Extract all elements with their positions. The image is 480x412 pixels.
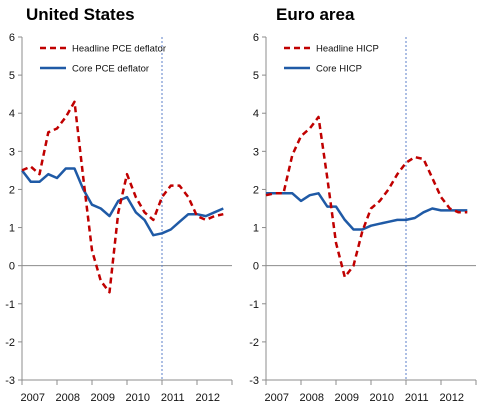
x-tick-label: 2012	[196, 392, 220, 404]
y-tick-label: -1	[5, 299, 15, 311]
x-tick-label: 2010	[126, 392, 150, 404]
chart-title: Euro area	[276, 5, 355, 24]
legend-label: Core PCE deflator	[72, 64, 149, 75]
x-tick-label: 2008	[300, 392, 324, 404]
y-tick-label: 4	[9, 108, 15, 120]
y-tick-label: 3	[253, 146, 259, 158]
y-tick-label: -2	[5, 337, 15, 349]
y-tick-label: 2	[253, 184, 259, 196]
chart-svg-united-states: 6 5 4 3 2 1 0 -1 -2 -3 2007 2008 2009 2010 2011 2012 Hea…	[5, 32, 233, 404]
chart-svg-euro-area: 6 5 4 3 2 1 0 -1 -2 -3 2007 2008 2009 2010 2011 2012 Hea…	[249, 32, 477, 404]
chart-title: United States	[26, 5, 135, 24]
x-tick-label: 2010	[370, 392, 394, 404]
y-tick-label: 6	[9, 32, 15, 44]
chart-panel-united-states: United States 6 5 4 3 2 1 0 -1 -2 -3 2007 2008 2009 2…	[5, 5, 233, 404]
y-tick-label: 5	[253, 70, 259, 82]
y-tick-label: 0	[253, 261, 259, 273]
y-tick-label: 4	[253, 108, 259, 120]
y-tick-label: 0	[9, 261, 15, 273]
core-series-line	[266, 192, 468, 231]
headline-series-line	[21, 100, 224, 294]
core-series-line	[21, 167, 224, 237]
y-tick-label: 3	[9, 146, 15, 158]
legend-label: Headline PCE deflator	[72, 44, 166, 55]
x-tick-label: 2008	[56, 392, 80, 404]
x-tick-label: 2007	[265, 392, 289, 404]
x-tick-label: 2007	[21, 392, 45, 404]
y-tick-label: -3	[249, 375, 259, 387]
y-tick-label: -1	[249, 299, 259, 311]
chart-panel-euro-area: Euro area 6 5 4 3 2 1 0 -1 -2 -3 2007 2008 2009 2010 2…	[240, 0, 480, 412]
legend-label: Headline HICP	[316, 44, 379, 55]
y-tick-label: 2	[9, 184, 15, 196]
y-tick-label: 5	[9, 70, 15, 82]
y-tick-label: 1	[253, 223, 259, 235]
y-tick-label: 6	[253, 32, 259, 44]
y-tick-label: 1	[9, 223, 15, 235]
x-tick-label: 2011	[405, 392, 429, 404]
x-tick-label: 2009	[335, 392, 359, 404]
x-tick-label: 2011	[161, 392, 185, 404]
y-tick-label: -3	[5, 375, 15, 387]
x-tick-label: 2012	[440, 392, 464, 404]
headline-series-line	[265, 115, 468, 279]
x-tick-label: 2009	[91, 392, 115, 404]
y-tick-label: -2	[249, 337, 259, 349]
legend-label: Core HICP	[316, 64, 362, 75]
